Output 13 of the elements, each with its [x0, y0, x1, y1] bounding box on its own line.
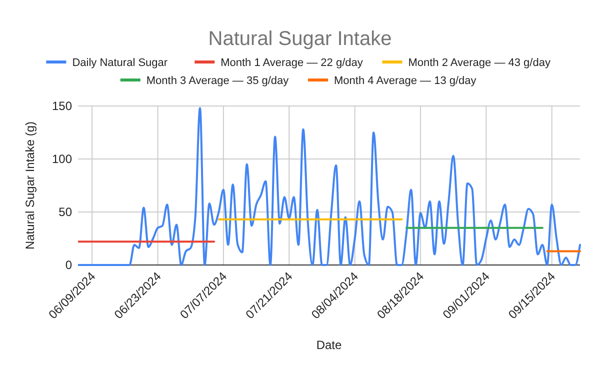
y-tick-label: 100 [52, 152, 72, 166]
chart-title: Natural Sugar Intake [208, 28, 392, 50]
y-tick-label: 0 [65, 258, 72, 272]
x-axis-title: Date [316, 338, 342, 352]
y-tick-label: 50 [58, 205, 72, 219]
y-axis-title: Natural Sugar Intake (g) [23, 121, 37, 250]
legend-label: Month 3 Average — 35 g/day [146, 75, 290, 87]
legend-label: Daily Natural Sugar [72, 57, 168, 69]
line-series [78, 107, 581, 266]
legend-label: Month 4 Average — 13 g/day [334, 75, 477, 87]
legend-label: Month 2 Average — 43 g/day [408, 57, 551, 69]
y-tick-label: 150 [52, 99, 72, 113]
legend-label: Month 1 Average — 22 g/day [220, 57, 364, 69]
